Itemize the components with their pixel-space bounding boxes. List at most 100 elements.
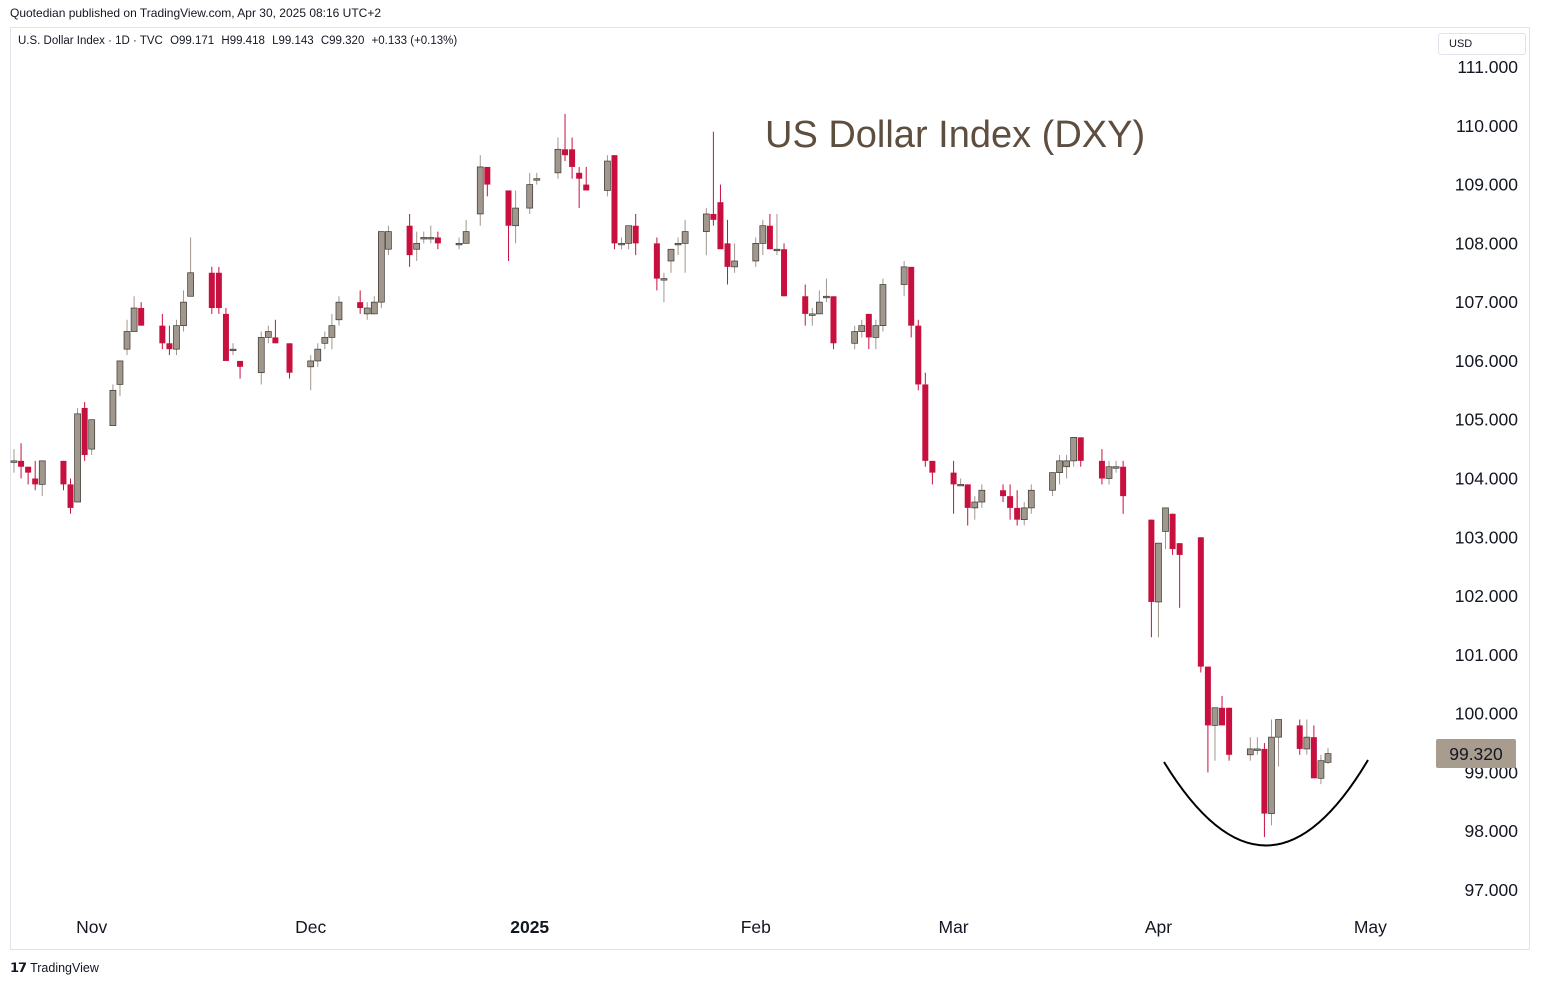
y-tick-label: 101.000 xyxy=(1455,645,1519,665)
chart-frame xyxy=(10,27,1530,950)
candle-body xyxy=(667,248,675,262)
candle-body xyxy=(752,243,760,262)
candle xyxy=(1275,719,1282,767)
candle xyxy=(1324,747,1332,765)
candle-body xyxy=(1261,748,1268,814)
candle-body xyxy=(215,272,222,309)
y-tick-label: 104.000 xyxy=(1455,469,1519,489)
candle-body xyxy=(922,384,929,461)
candle-body xyxy=(1007,496,1014,508)
candle xyxy=(929,460,936,485)
candle xyxy=(823,278,830,303)
candle xyxy=(357,290,364,314)
candle-body xyxy=(116,360,124,385)
candle-body xyxy=(872,325,880,338)
candle-body xyxy=(611,155,618,244)
candle xyxy=(370,296,378,315)
candle-body xyxy=(1197,537,1204,667)
candle-body xyxy=(653,243,660,279)
candle xyxy=(1204,666,1211,773)
candle-body xyxy=(1176,543,1183,555)
last-price-tag-bg xyxy=(1436,739,1516,768)
candle-body xyxy=(759,225,767,244)
candle-body xyxy=(865,313,872,338)
candle-body xyxy=(1056,460,1063,473)
chart-title: US Dollar Index (DXY) xyxy=(765,114,1145,156)
candle-body xyxy=(830,296,837,344)
candle-body xyxy=(222,313,229,361)
candle-body xyxy=(38,460,46,485)
candle-body xyxy=(1027,489,1035,509)
ohlc-low: L99.143 xyxy=(272,35,314,47)
candle xyxy=(781,243,788,297)
candle xyxy=(257,331,265,385)
candle xyxy=(406,213,413,267)
candle-body xyxy=(357,302,364,309)
candle xyxy=(717,184,724,250)
candle-body xyxy=(808,313,816,316)
last-price-tag: 99.320 xyxy=(1436,739,1516,768)
tradingview-logo-icon: 𝟭𝟳 xyxy=(10,960,27,975)
candle xyxy=(773,213,781,256)
y-tick-label: 102.000 xyxy=(1455,586,1519,606)
candle-body xyxy=(307,360,315,368)
symbol-name[interactable]: U.S. Dollar Index · 1D · TVC xyxy=(18,35,163,47)
ohlc-open: O99.171 xyxy=(170,35,215,47)
candle-body xyxy=(929,460,936,473)
candle xyxy=(1098,449,1105,485)
candle xyxy=(653,237,660,291)
candle xyxy=(660,272,668,303)
candle xyxy=(1056,454,1063,485)
candle-body xyxy=(802,296,809,314)
candle xyxy=(484,166,491,197)
candle xyxy=(625,225,632,250)
candle-body xyxy=(1169,513,1176,550)
candle-body xyxy=(25,466,32,473)
candle xyxy=(816,290,823,315)
candle-body xyxy=(1275,719,1282,738)
candle xyxy=(1148,519,1155,638)
candle xyxy=(1176,543,1183,608)
candle xyxy=(88,419,96,455)
candle xyxy=(830,296,837,350)
candle xyxy=(1169,513,1176,555)
candle xyxy=(1211,707,1219,761)
candle xyxy=(808,308,816,326)
candle-body xyxy=(476,166,484,215)
candle xyxy=(25,466,32,485)
x-tick-label: May xyxy=(1354,917,1387,937)
candle xyxy=(724,219,731,285)
candle xyxy=(385,225,392,256)
candle xyxy=(950,460,957,514)
currency-selector[interactable]: USD xyxy=(1438,33,1526,55)
candle-body xyxy=(1000,490,1007,497)
y-tick-label: 103.000 xyxy=(1455,527,1519,547)
candle xyxy=(674,237,682,256)
candle xyxy=(264,325,272,344)
candle-body xyxy=(851,331,859,344)
candle-body xyxy=(957,484,964,487)
candle xyxy=(1105,460,1113,485)
candle xyxy=(710,131,717,226)
candle xyxy=(1070,437,1078,467)
y-tick-label: 109.000 xyxy=(1455,175,1519,195)
candle-body xyxy=(187,272,194,297)
candle xyxy=(908,266,915,338)
candle xyxy=(681,219,689,273)
candle xyxy=(569,137,576,179)
candle xyxy=(611,155,618,250)
candle-body xyxy=(385,231,392,250)
y-tick-label: 105.000 xyxy=(1455,410,1519,430)
candle xyxy=(159,313,166,350)
candle-body xyxy=(1070,437,1078,462)
x-tick-label: Dec xyxy=(295,917,326,937)
candle xyxy=(1049,472,1056,497)
candle xyxy=(1310,725,1317,779)
candle-body xyxy=(257,337,265,374)
ohlc-close: C99.320 xyxy=(320,35,365,47)
candle-body xyxy=(420,237,428,240)
x-tick-label: Nov xyxy=(76,917,107,937)
candle-body xyxy=(264,331,272,338)
candle-body xyxy=(1324,753,1332,763)
